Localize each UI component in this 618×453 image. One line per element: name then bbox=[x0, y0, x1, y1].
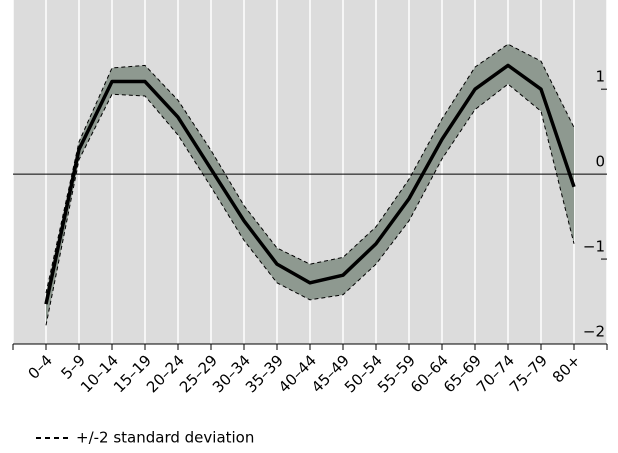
x-tick-label: 80+ bbox=[549, 351, 584, 386]
band-lower-line bbox=[45, 83, 575, 326]
y-tick-label: 1 bbox=[595, 68, 605, 86]
legend-label: +/-2 standard deviation bbox=[76, 429, 254, 447]
x-tick-label: 0–4 bbox=[24, 351, 56, 383]
x-tick-label: 75–79 bbox=[506, 351, 551, 396]
band-area bbox=[46, 44, 574, 326]
y-tick-label: −2 bbox=[583, 323, 605, 341]
y-tick-label: 0 bbox=[595, 153, 605, 171]
y-tick-label: −1 bbox=[583, 238, 605, 256]
mean-line bbox=[44, 63, 576, 305]
